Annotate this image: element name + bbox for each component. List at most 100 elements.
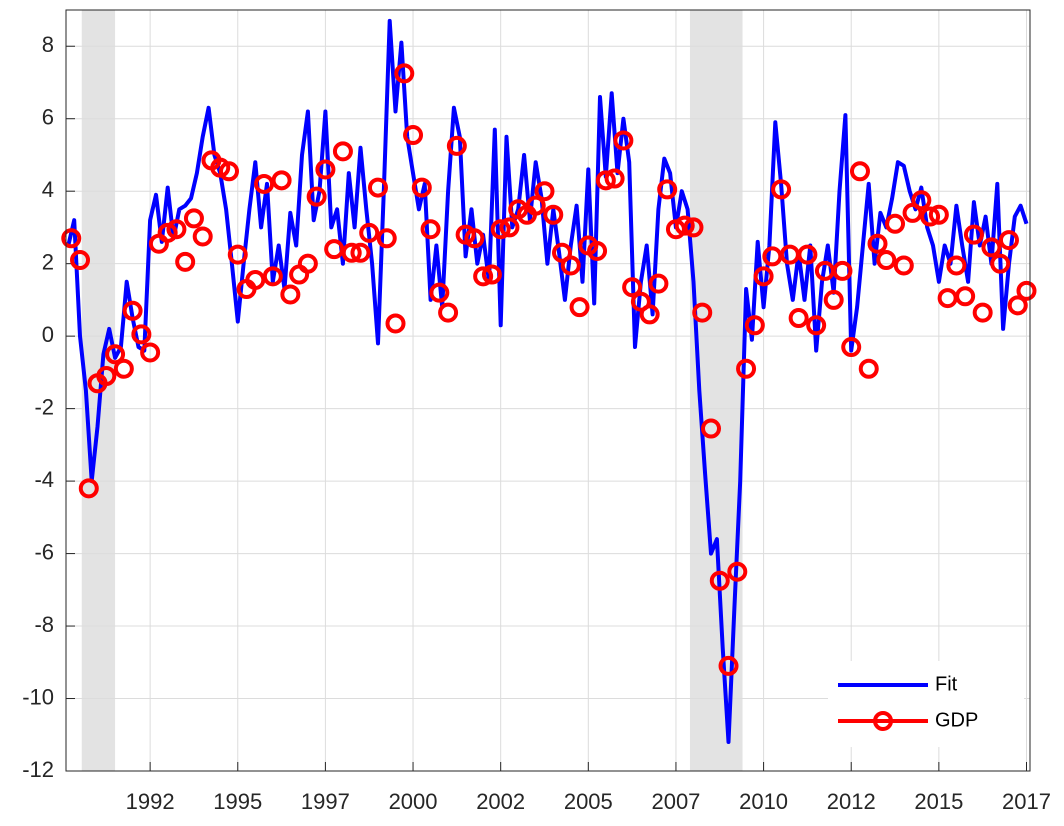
data-point <box>832 260 853 281</box>
data-point <box>657 179 678 200</box>
y-tick-label: -6 <box>34 539 54 564</box>
data-point <box>709 570 730 591</box>
data-point <box>963 224 984 245</box>
data-point <box>797 244 818 265</box>
data-point <box>254 173 275 194</box>
data-point <box>61 228 82 249</box>
data-point <box>271 170 292 191</box>
data-point <box>78 478 99 499</box>
data-point <box>955 286 976 307</box>
data-point <box>262 266 283 287</box>
data-point <box>140 342 161 363</box>
legend-marker <box>873 711 893 731</box>
data-point <box>525 195 546 216</box>
data-point <box>429 282 450 303</box>
x-tick-label: 2007 <box>651 789 700 814</box>
legend-label: Fit <box>935 673 958 695</box>
data-point <box>718 655 739 676</box>
data-point <box>744 315 765 336</box>
x-tick-label: 1997 <box>301 789 350 814</box>
data-point <box>885 213 906 234</box>
x-tick-label: 2010 <box>739 789 788 814</box>
data-point <box>499 217 520 238</box>
data-point <box>175 251 196 272</box>
data-point <box>639 304 660 325</box>
data-point <box>946 255 967 276</box>
data-point <box>788 308 809 329</box>
y-tick-label: -2 <box>34 394 54 419</box>
data-point <box>411 177 432 198</box>
y-tick-label: 2 <box>42 249 54 274</box>
data-point <box>70 250 91 271</box>
data-point <box>560 255 581 276</box>
data-point <box>297 253 318 274</box>
data-point <box>306 186 327 207</box>
data-point <box>569 297 590 318</box>
data-point <box>332 141 353 162</box>
y-tick-label: -4 <box>34 467 54 492</box>
plot-frame <box>65 9 1031 772</box>
data-point <box>683 217 704 238</box>
data-point <box>534 181 555 202</box>
data-point <box>998 230 1019 251</box>
data-point <box>96 366 117 387</box>
data-point <box>893 255 914 276</box>
data-point <box>806 315 827 336</box>
data-point <box>928 204 949 225</box>
data-point <box>981 237 1002 258</box>
data-point <box>122 300 143 321</box>
data-point <box>438 302 459 323</box>
data-point <box>131 324 152 345</box>
data-point <box>350 242 371 263</box>
data-point <box>622 277 643 298</box>
data-point <box>587 240 608 261</box>
data-point <box>359 222 380 243</box>
series-line <box>66 18 1029 744</box>
data-point <box>823 289 844 310</box>
data-point <box>990 253 1011 274</box>
data-point <box>937 288 958 309</box>
data-point <box>446 135 467 156</box>
data-point <box>701 418 722 439</box>
y-tick-label: -10 <box>22 684 54 709</box>
data-point <box>972 302 993 323</box>
data-point <box>876 250 897 271</box>
x-tick-label: 2012 <box>827 789 876 814</box>
data-point <box>341 242 362 263</box>
x-tick-label: 2002 <box>476 789 525 814</box>
x-tick-label: 1995 <box>213 789 262 814</box>
data-point <box>376 228 397 249</box>
data-point <box>841 337 862 358</box>
y-tick-label: 0 <box>42 322 54 347</box>
data-point <box>105 344 126 365</box>
data-point <box>604 168 625 189</box>
data-point <box>779 244 800 265</box>
y-tick-label: 4 <box>42 177 54 202</box>
data-point <box>315 159 336 180</box>
data-point <box>753 266 774 287</box>
data-point <box>674 215 695 236</box>
data-point <box>403 125 424 146</box>
data-point <box>464 228 485 249</box>
data-point <box>490 219 511 240</box>
data-point <box>920 206 941 227</box>
data-point <box>227 244 248 265</box>
data-point <box>394 63 415 84</box>
data-point <box>280 284 301 305</box>
data-point <box>166 219 187 240</box>
data-point <box>648 273 669 294</box>
data-point <box>727 561 748 582</box>
data-point <box>367 177 388 198</box>
data-point <box>219 161 240 182</box>
y-tick-label: -12 <box>22 757 54 782</box>
data-point <box>192 226 213 247</box>
data-point <box>858 358 879 379</box>
legend-box <box>828 661 1024 747</box>
y-tick-label: 6 <box>42 105 54 130</box>
data-point <box>324 239 345 260</box>
data-point <box>473 266 494 287</box>
data-point <box>911 190 932 211</box>
data-point <box>771 179 792 200</box>
x-tick-label: 2017 <box>1002 789 1051 814</box>
